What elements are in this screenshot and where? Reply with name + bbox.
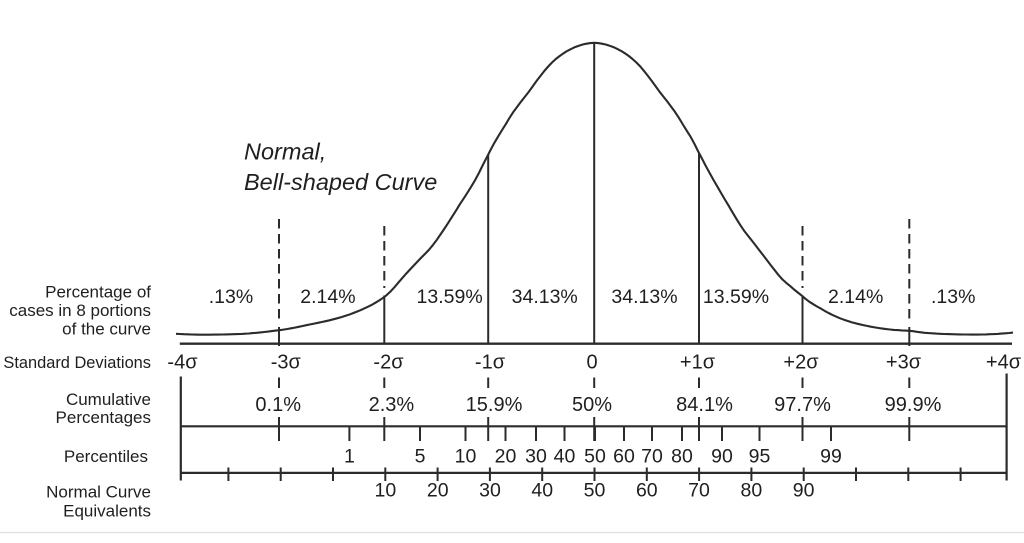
svg-text:90: 90: [711, 446, 733, 468]
svg-text:40: 40: [531, 480, 553, 502]
svg-text:80: 80: [671, 446, 693, 468]
svg-text:30: 30: [479, 480, 501, 502]
svg-text:.13%: .13%: [209, 286, 253, 308]
svg-text:90: 90: [793, 480, 815, 502]
svg-text:.13%: .13%: [931, 286, 975, 308]
svg-text:10: 10: [455, 446, 477, 468]
svg-text:30: 30: [525, 446, 547, 468]
svg-text:40: 40: [554, 446, 576, 468]
svg-text:50: 50: [584, 446, 606, 468]
svg-text:1: 1: [344, 446, 355, 468]
svg-text:60: 60: [613, 446, 635, 468]
svg-text:10: 10: [375, 480, 397, 502]
svg-text:0.1%: 0.1%: [255, 394, 301, 416]
svg-text:-1σ: -1σ: [475, 352, 506, 374]
svg-text:15.9%: 15.9%: [466, 394, 523, 416]
svg-text:50: 50: [584, 480, 606, 502]
svg-text:Percentage of: Percentage of: [45, 283, 151, 302]
svg-text:84.1%: 84.1%: [676, 394, 733, 416]
svg-text:99: 99: [820, 446, 842, 468]
svg-text:of the curve: of the curve: [62, 320, 151, 339]
svg-text:97.7%: 97.7%: [774, 394, 831, 416]
svg-text:+4σ: +4σ: [986, 352, 1022, 374]
svg-text:70: 70: [688, 480, 710, 502]
svg-text:13.59%: 13.59%: [703, 286, 769, 308]
svg-text:cases in 8 portions: cases in 8 portions: [9, 301, 151, 320]
svg-text:-2σ: -2σ: [373, 352, 404, 374]
svg-text:+1σ: +1σ: [680, 352, 716, 374]
svg-text:+2σ: +2σ: [783, 352, 819, 374]
svg-text:Percentiles: Percentiles: [64, 447, 148, 466]
svg-text:Equivalents: Equivalents: [63, 501, 151, 520]
svg-text:+3σ: +3σ: [886, 352, 922, 374]
svg-text:2.14%: 2.14%: [828, 286, 883, 308]
svg-text:-4σ: -4σ: [167, 352, 198, 374]
svg-text:50%: 50%: [572, 394, 612, 416]
svg-text:20: 20: [495, 446, 517, 468]
svg-text:70: 70: [641, 446, 663, 468]
svg-text:Cumulative: Cumulative: [66, 390, 151, 409]
svg-text:Bell-shaped Curve: Bell-shaped Curve: [244, 169, 437, 195]
svg-text:Standard Deviations: Standard Deviations: [3, 354, 151, 372]
svg-text:Percentages: Percentages: [56, 408, 151, 427]
svg-text:5: 5: [415, 446, 426, 468]
svg-text:20: 20: [427, 480, 449, 502]
svg-text:60: 60: [636, 480, 658, 502]
svg-text:2.14%: 2.14%: [300, 286, 355, 308]
svg-text:95: 95: [749, 446, 771, 468]
svg-text:34.13%: 34.13%: [512, 286, 578, 308]
svg-text:-3σ: -3σ: [271, 352, 302, 374]
svg-text:99.9%: 99.9%: [885, 394, 942, 416]
svg-text:13.59%: 13.59%: [417, 286, 483, 308]
svg-text:2.3%: 2.3%: [369, 394, 415, 416]
svg-text:0: 0: [586, 352, 597, 374]
svg-text:Normal Curve: Normal Curve: [46, 483, 151, 502]
svg-text:34.13%: 34.13%: [611, 286, 677, 308]
svg-text:Normal,: Normal,: [244, 139, 326, 165]
svg-text:80: 80: [741, 480, 763, 502]
